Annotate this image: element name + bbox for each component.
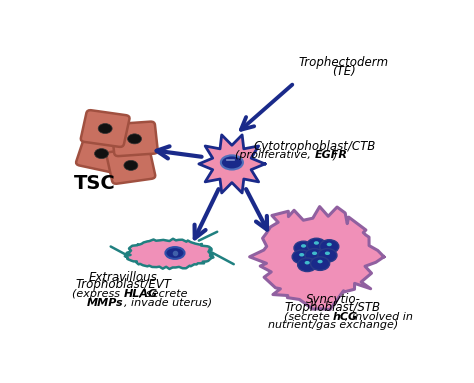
Ellipse shape xyxy=(292,250,311,264)
Ellipse shape xyxy=(319,240,339,253)
Text: nutrient/gas exchange): nutrient/gas exchange) xyxy=(268,320,398,330)
FancyBboxPatch shape xyxy=(81,110,129,147)
FancyBboxPatch shape xyxy=(111,121,158,156)
Text: Trophectoderm: Trophectoderm xyxy=(299,56,389,69)
Text: hCG: hCG xyxy=(333,312,358,322)
Text: (secrete: (secrete xyxy=(283,312,333,322)
Ellipse shape xyxy=(98,124,112,134)
Text: (proliferative,: (proliferative, xyxy=(235,150,315,160)
Text: EGFR: EGFR xyxy=(315,150,347,160)
Ellipse shape xyxy=(312,252,317,255)
Text: , secrete: , secrete xyxy=(139,289,187,299)
Text: Syncytio-: Syncytio- xyxy=(305,293,360,306)
Ellipse shape xyxy=(310,257,329,270)
Text: TSC: TSC xyxy=(74,173,116,193)
Text: ): ) xyxy=(332,150,337,160)
Ellipse shape xyxy=(325,252,330,255)
Text: Extravillous: Extravillous xyxy=(89,271,158,284)
Text: , invade uterus): , invade uterus) xyxy=(124,298,212,308)
Ellipse shape xyxy=(299,253,304,257)
FancyBboxPatch shape xyxy=(76,134,127,173)
Polygon shape xyxy=(199,135,265,193)
Ellipse shape xyxy=(314,241,319,245)
Text: Trophoblast/STB: Trophoblast/STB xyxy=(285,301,381,314)
Ellipse shape xyxy=(327,243,332,246)
Ellipse shape xyxy=(128,134,142,144)
Ellipse shape xyxy=(294,241,313,255)
Text: , involved in: , involved in xyxy=(346,312,413,322)
Text: HLAG: HLAG xyxy=(124,289,158,299)
Ellipse shape xyxy=(165,247,184,259)
Text: MMPs: MMPs xyxy=(87,298,124,308)
Ellipse shape xyxy=(221,155,243,170)
Ellipse shape xyxy=(318,260,323,263)
Ellipse shape xyxy=(301,244,306,248)
Ellipse shape xyxy=(298,258,317,272)
Ellipse shape xyxy=(307,238,326,252)
Ellipse shape xyxy=(318,249,337,262)
Polygon shape xyxy=(125,239,213,269)
Ellipse shape xyxy=(305,249,324,262)
FancyBboxPatch shape xyxy=(107,147,155,184)
Text: (express: (express xyxy=(72,289,124,299)
Ellipse shape xyxy=(124,160,138,170)
Text: Trophoblast/EVT: Trophoblast/EVT xyxy=(75,278,172,291)
Polygon shape xyxy=(250,206,384,309)
Ellipse shape xyxy=(94,149,109,159)
Text: Cytotrophoblast/CTB: Cytotrophoblast/CTB xyxy=(254,140,376,153)
Ellipse shape xyxy=(305,261,310,265)
Text: (TE): (TE) xyxy=(332,64,356,77)
